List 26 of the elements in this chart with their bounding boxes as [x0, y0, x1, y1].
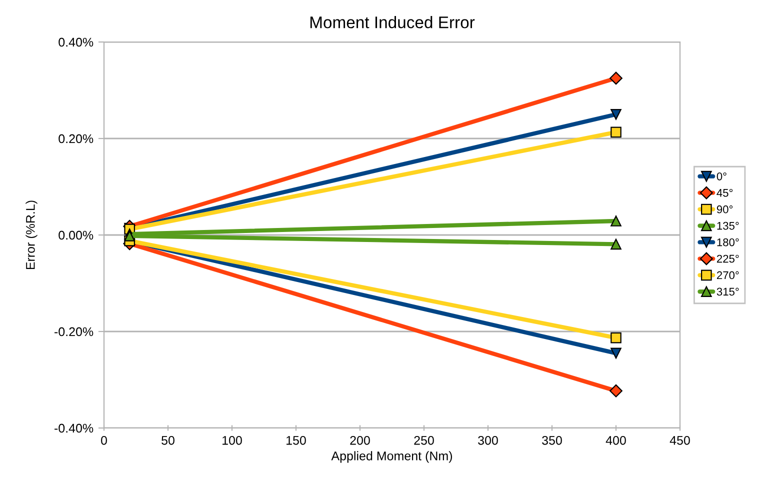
legend-label: 225°	[716, 254, 739, 263]
legend-label: 315°	[716, 288, 739, 296]
x-tick-label: 250	[414, 436, 434, 445]
y-axis-title: Error (%R.L)	[26, 200, 38, 270]
x-tick-label: 50	[162, 436, 174, 445]
x-tick-label: 450	[670, 436, 690, 445]
x-tick-label: 200	[350, 436, 370, 445]
x-tick-label: 350	[542, 436, 562, 445]
y-tick-label: 0.40%	[58, 38, 94, 47]
legend-label: 90°	[716, 205, 733, 214]
chart-title: Moment Induced Error	[310, 16, 475, 28]
legend-label: 180°	[717, 238, 739, 246]
x-axis-title: Applied Moment (Nm)	[331, 451, 452, 463]
legend-label: 45°	[716, 188, 733, 197]
x-tick-label: 0	[101, 436, 107, 445]
x-tick-label: 400	[606, 436, 626, 445]
y-tick-label: 0.00%	[58, 230, 94, 240]
x-tick-label: 300	[478, 436, 498, 445]
y-tick-label: 0.20%	[58, 134, 94, 144]
x-tick-label: 150	[286, 436, 306, 445]
x-tick-label: 100	[222, 436, 242, 445]
legend-label: 135°	[717, 222, 739, 230]
y-tick-label: -0.20%	[54, 327, 94, 336]
y-tick-label: -0.40%	[54, 424, 94, 433]
legend-label: 0°	[716, 172, 726, 180]
legend-label: 270°	[716, 271, 739, 280]
